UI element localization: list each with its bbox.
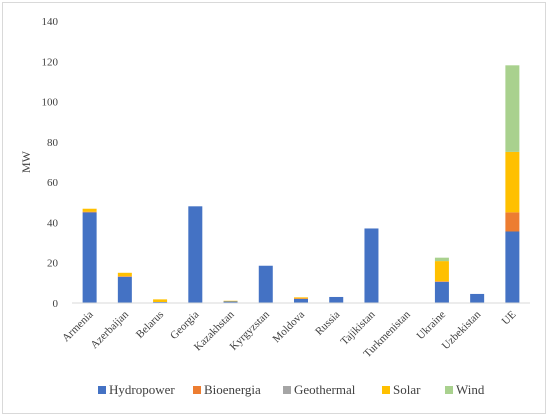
legend-swatch-bioenergia xyxy=(193,386,201,394)
bar-segment-hydropower xyxy=(117,276,132,303)
y-tick-label: 80 xyxy=(47,137,59,149)
bar-segment-hydropower xyxy=(188,206,203,303)
y-tick-label: 0 xyxy=(53,298,59,310)
x-tick-label: UE xyxy=(500,308,519,327)
y-tick-label: 140 xyxy=(42,16,59,28)
bars xyxy=(82,65,520,303)
bar-segment-solar xyxy=(82,208,97,212)
y-tick-label: 60 xyxy=(47,177,59,189)
chart-frame xyxy=(2,2,546,414)
y-tick-label: 120 xyxy=(42,56,59,68)
bar-segment-hydropower xyxy=(223,301,238,303)
legend-swatch-geothermal xyxy=(283,386,291,394)
bar-segment-bioenergia xyxy=(505,212,520,232)
bar-segment-wind xyxy=(505,65,520,152)
x-tick-label: Russia xyxy=(313,309,342,338)
x-tick-label: Azerbaijan xyxy=(88,308,131,351)
bar-segment-solar xyxy=(434,261,449,282)
y-axis-title: MW xyxy=(19,150,33,173)
bar-segment-hydropower xyxy=(258,265,273,303)
bar-segment-solar xyxy=(153,299,168,302)
x-tick-label: Uzbekistan xyxy=(440,308,484,352)
bar-segment-hydropower xyxy=(470,293,485,303)
x-tick-label: Belarus xyxy=(134,309,166,341)
bar-segment-hydropower xyxy=(329,296,344,303)
legend: Hydropower Bioenergia Geothermal Solar Wind xyxy=(98,382,485,397)
legend-label-hydropower: Hydropower xyxy=(109,382,175,397)
bar-segment-hydropower xyxy=(505,231,520,303)
legend-swatch-wind xyxy=(445,386,453,394)
y-axis-ticks: 0 20 40 60 80 100 120 140 xyxy=(42,16,59,310)
bar-segment-hydropower xyxy=(434,281,449,303)
bar-segment-hydropower xyxy=(294,298,308,303)
legend-label-bioenergia: Bioenergia xyxy=(204,382,261,397)
x-tick-label: Moldova xyxy=(271,309,308,346)
legend-swatch-hydropower xyxy=(98,386,106,394)
bar-segment-hydropower xyxy=(364,228,379,303)
legend-label-geothermal: Geothermal xyxy=(294,382,356,397)
bar-segment-solar xyxy=(294,297,308,299)
legend-label-wind: Wind xyxy=(456,382,485,397)
bar-segment-wind xyxy=(434,257,449,262)
bar-segment-bioenergia xyxy=(434,281,449,282)
y-tick-label: 20 xyxy=(47,258,59,270)
legend-swatch-solar xyxy=(382,386,390,394)
bar-segment-solar xyxy=(505,151,520,213)
bar-segment-hydropower xyxy=(82,212,97,303)
bar-segment-bioenergia xyxy=(82,211,97,213)
x-tick-label: Ukraine xyxy=(415,309,449,343)
bar-segment-bioenergia xyxy=(294,298,308,299)
x-tick-label: Armenia xyxy=(60,309,96,345)
x-tick-label: Georgia xyxy=(168,309,201,342)
legend-label-solar: Solar xyxy=(393,382,421,397)
y-tick-label: 100 xyxy=(42,97,59,109)
y-tick-label: 40 xyxy=(47,217,59,229)
bar-segment-hydropower xyxy=(153,301,168,303)
bar-segment-solar xyxy=(117,272,132,277)
bar-segment-bioenergia xyxy=(117,276,132,277)
bar-segment-solar xyxy=(223,300,238,302)
